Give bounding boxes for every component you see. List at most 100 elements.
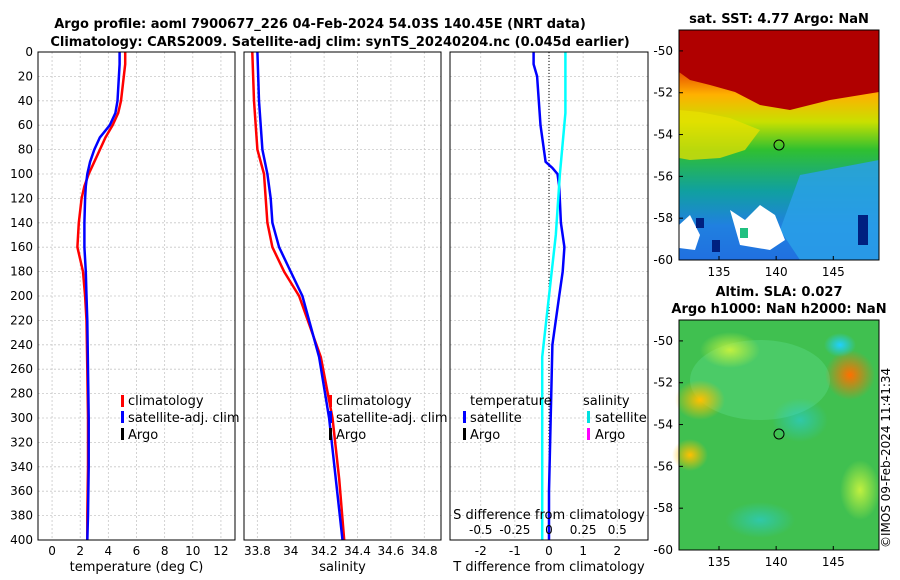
sst-warm-region [679, 30, 879, 110]
map-y-tick-label: -54 [653, 418, 673, 432]
map-x-tick-label: 135 [708, 265, 731, 279]
y-tick-label: 200 [10, 289, 33, 303]
figure-title: Argo profile: aoml 7900677_226 04-Feb-20… [54, 17, 586, 32]
sla-anomaly [700, 332, 760, 368]
map-x-tick-label: 135 [708, 555, 731, 569]
sst-map-frame [678, 29, 880, 261]
legend-label-satellite: satellite-adj. clim [128, 411, 240, 426]
y-tick-label: 40 [18, 94, 33, 108]
salinity-panel: 33.8 34 34.2 34.4 34.6 34.8 salinity [243, 51, 442, 575]
difference-legend: temperature salinity satellite Argo sate… [463, 394, 647, 443]
legend-swatch-climatology [329, 395, 332, 407]
y-tick-label: 20 [18, 69, 33, 83]
x-tick-label: 1 [579, 544, 587, 558]
legend-label-t-argo: Argo [470, 428, 500, 443]
s-difference-tick-label: 0 [545, 523, 553, 537]
y-tick-label: 180 [10, 265, 33, 279]
sst-map-title: sat. SST: 4.77 Argo: NaN [689, 12, 869, 27]
axes-frame [243, 51, 442, 541]
legend-label-climatology: climatology [336, 394, 412, 409]
y-tick-label: 220 [10, 313, 33, 327]
argo-location-marker [773, 428, 785, 440]
sla-map-frame [678, 319, 880, 551]
x-tick-label: 34.8 [411, 544, 438, 558]
legend-swatch-satellite [121, 411, 124, 423]
map-y-tick-label: -56 [653, 459, 673, 473]
s-difference-ticks: -0.5 -0.25 0 0.25 0.5 [469, 523, 627, 537]
x-tick-label: 0 [48, 544, 56, 558]
sst-cell [696, 218, 704, 228]
temperature-panel: 0204060801001201401601802002202402602803… [10, 45, 236, 575]
x-tick-label: 10 [185, 544, 200, 558]
y-tick-label: 100 [10, 167, 33, 181]
salinity-legend: climatology satellite-adj. clim Argo [329, 394, 448, 443]
map-y-tick-label: -52 [653, 86, 673, 100]
legend-label-satellite: satellite-adj. clim [336, 411, 448, 426]
series-line-salinity-satellite [540, 52, 567, 540]
x-tick-label: 2 [613, 544, 621, 558]
y-tick-label: 60 [18, 118, 33, 132]
map-x-tick-label: 140 [765, 555, 788, 569]
sst-cloud-gap [730, 205, 785, 250]
y-tick-label: 360 [10, 484, 33, 498]
sst-cold-region [780, 160, 879, 260]
legend-label-argo: Argo [128, 428, 158, 443]
y-tick-label: 140 [10, 216, 33, 230]
x-tick-label: -2 [475, 544, 487, 558]
sst-map: sat. SST: 4.77 Argo: NaN 135 140 145 -50 -52… [653, 12, 880, 279]
s-difference-tick-label: -0.25 [499, 523, 530, 537]
sla-anomaly [825, 350, 875, 400]
legend-header-salinity: salinity [583, 394, 630, 409]
map-y-tick-label: -58 [653, 501, 673, 515]
x-tick-label: 34 [283, 544, 298, 558]
legend-label-argo: Argo [336, 428, 366, 443]
legend-label-climatology: climatology [128, 394, 204, 409]
sla-anomaly [672, 439, 708, 471]
figure-subtitle: Climatology: CARS2009. Satellite-adj cli… [50, 35, 629, 50]
legend-swatch-argo [121, 428, 124, 440]
legend-swatch-s-argo [587, 428, 590, 440]
legend-label-s-argo: Argo [595, 428, 625, 443]
x-tick-label: 8 [161, 544, 169, 558]
sla-map-title-line1: Altim. SLA: 0.027 [716, 285, 843, 300]
argo-location-marker [773, 139, 785, 151]
sla-map-ticks: 135 140 145 -50 -52 -54 -56 -58 -60 [653, 334, 844, 569]
legend-label-t-satellite: satellite [470, 411, 522, 426]
sla-anomaly [824, 333, 856, 357]
sst-cell [740, 228, 748, 238]
series-line-climatology [251, 51, 346, 541]
sla-anomaly [840, 460, 880, 520]
x-tick-label: 6 [133, 544, 141, 558]
y-tick-label: 280 [10, 387, 33, 401]
map-y-tick-label: -60 [653, 543, 673, 557]
map-y-tick-label: -58 [653, 211, 673, 225]
series-line-satellite-adj-clim [83, 52, 121, 541]
sst-cloud-gap [679, 215, 700, 250]
y-tick-label: 380 [10, 509, 33, 523]
y-tick-label: 320 [10, 435, 33, 449]
legend-swatch-t-satellite [463, 411, 466, 423]
y-tick-label: 300 [10, 411, 33, 425]
x-tick-label: 4 [105, 544, 113, 558]
y-tick-label: 80 [18, 143, 33, 157]
imos-watermark: ©IMOS 09-Feb-2024 11:41:34 [879, 368, 893, 548]
sla-map: Altim. SLA: 0.027 Argo h1000: NaN h2000:… [653, 285, 886, 569]
map-y-tick-label: -50 [653, 334, 673, 348]
x-axis-label: salinity [319, 560, 366, 575]
map-x-tick-label: 140 [765, 265, 788, 279]
sla-anomaly [675, 380, 725, 420]
y-tick-label: 240 [10, 338, 33, 352]
y-tick-label: 400 [10, 533, 33, 547]
map-y-tick-label: -56 [653, 169, 673, 183]
x-tick-label: 34.4 [344, 544, 371, 558]
x-tick-label: 33.8 [244, 544, 271, 558]
legend-swatch-satellite [329, 411, 332, 423]
y-tick-label: 120 [10, 191, 33, 205]
axes-frame [449, 51, 649, 541]
sla-anomaly [725, 502, 795, 538]
sla-anomaly [772, 398, 828, 442]
legend-swatch-climatology [121, 395, 124, 407]
sst-map-ticks: 135 140 145 -50 -52 -54 -56 -58 -60 [653, 44, 844, 279]
x-tick-label: 12 [213, 544, 228, 558]
